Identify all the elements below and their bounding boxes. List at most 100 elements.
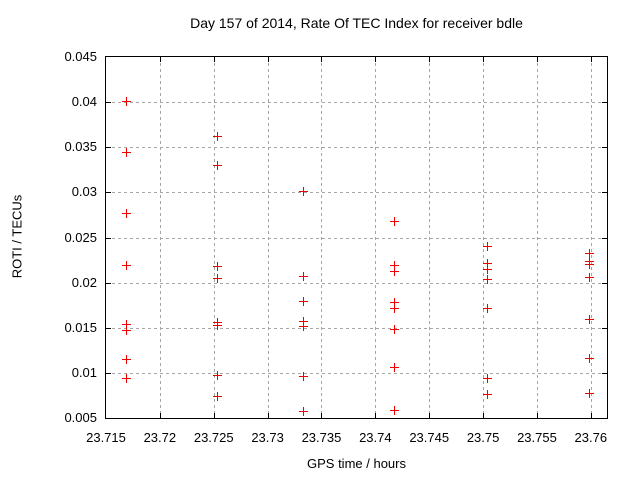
- y-gridline: [106, 147, 607, 149]
- x-tick-bottom: [267, 413, 269, 418]
- y-tick-right: [602, 192, 607, 194]
- plus-vertical-bar: [126, 261, 128, 271]
- plus-vertical-bar: [303, 272, 305, 282]
- y-gridline: [106, 372, 607, 374]
- x-tick-top: [590, 57, 592, 62]
- plus-vertical-bar: [126, 209, 128, 219]
- x-gridline: [213, 57, 215, 418]
- data-point-marker: [122, 261, 132, 271]
- data-point-marker: [122, 355, 132, 365]
- data-point-marker: [483, 303, 493, 313]
- x-gridline: [267, 57, 269, 418]
- plus-vertical-bar: [216, 131, 218, 141]
- y-tick-left: [106, 327, 111, 329]
- x-tick-label: 23.745: [409, 430, 450, 445]
- data-point-marker: [483, 265, 493, 275]
- data-point-marker: [584, 388, 594, 398]
- plus-vertical-bar: [393, 362, 395, 372]
- x-tick-label: 23.725: [193, 430, 234, 445]
- y-tick-left: [106, 372, 111, 374]
- x-tick-top: [483, 57, 485, 62]
- y-tick-label: 0.035: [64, 139, 97, 155]
- y-tick-right: [602, 237, 607, 239]
- data-point-marker: [212, 274, 222, 284]
- data-point-marker: [122, 326, 132, 336]
- plus-vertical-bar: [487, 275, 489, 284]
- y-gridline: [106, 282, 607, 284]
- plus-vertical-bar: [487, 389, 489, 399]
- x-gridline: [483, 57, 485, 418]
- data-point-marker: [299, 321, 309, 331]
- y-tick-right: [602, 282, 607, 284]
- y-gridline: [106, 327, 607, 329]
- plus-vertical-bar: [303, 296, 305, 306]
- y-tick-left: [106, 192, 111, 194]
- plus-vertical-bar: [588, 314, 590, 324]
- data-point-marker: [483, 258, 493, 268]
- y-tick-right: [602, 327, 607, 329]
- plus-vertical-bar: [303, 371, 305, 381]
- plus-vertical-bar: [216, 321, 218, 331]
- data-point-marker: [122, 320, 132, 330]
- data-point-marker: [299, 371, 309, 381]
- plus-vertical-bar: [588, 248, 590, 258]
- plus-vertical-bar: [303, 406, 305, 416]
- plus-vertical-bar: [393, 266, 395, 276]
- data-point-marker: [389, 362, 399, 372]
- data-point-marker: [122, 209, 132, 219]
- data-point-marker: [483, 374, 493, 384]
- data-point-marker: [122, 374, 132, 384]
- y-tick-label: 0.02: [71, 274, 97, 290]
- data-point-marker: [122, 147, 132, 157]
- plus-vertical-bar: [588, 388, 590, 398]
- x-tick-label: 23.72: [143, 430, 177, 445]
- plot-area: [105, 56, 608, 419]
- data-point-marker: [584, 248, 594, 258]
- x-tick-bottom: [159, 413, 161, 418]
- data-point-marker: [122, 97, 132, 107]
- plus-vertical-bar: [588, 259, 590, 269]
- data-point-marker: [212, 370, 222, 380]
- data-point-marker: [299, 317, 309, 327]
- plus-vertical-bar: [588, 354, 590, 364]
- data-point-marker: [212, 392, 222, 402]
- data-point-marker: [389, 261, 399, 271]
- x-tick-label: 23.755: [517, 430, 557, 445]
- x-tick-top: [159, 57, 161, 62]
- y-gridline: [106, 192, 607, 194]
- data-point-marker: [389, 298, 399, 308]
- data-point-marker: [389, 217, 399, 227]
- plus-vertical-bar: [126, 374, 128, 384]
- data-point-marker: [584, 273, 594, 283]
- x-tick-bottom: [375, 413, 377, 418]
- x-tick-label: 23.75: [466, 430, 500, 445]
- y-gridline: [106, 237, 607, 239]
- y-tick-label: 0.015: [64, 319, 97, 335]
- x-tick-bottom: [213, 413, 215, 418]
- x-gridline: [375, 57, 377, 418]
- y-tick-label: 0.04: [71, 94, 97, 110]
- x-tick-top: [429, 57, 431, 62]
- data-point-marker: [389, 266, 399, 276]
- plus-vertical-bar: [303, 321, 305, 331]
- data-point-marker: [299, 406, 309, 416]
- data-point-marker: [299, 296, 309, 306]
- x-gridline: [321, 57, 323, 418]
- y-tick-label: 0.045: [64, 49, 97, 64]
- plus-vertical-bar: [303, 317, 305, 327]
- x-gridline: [429, 57, 431, 418]
- data-point-marker: [483, 241, 493, 251]
- y-tick-left: [106, 282, 111, 284]
- y-tick-left: [106, 237, 111, 239]
- plus-vertical-bar: [303, 187, 305, 197]
- data-point-marker: [212, 131, 222, 141]
- y-gridline: [106, 102, 607, 104]
- x-gridline: [159, 57, 161, 418]
- plus-vertical-bar: [216, 161, 218, 171]
- x-tick-label: 23.74: [359, 430, 392, 445]
- x-tick-label: 23.735: [301, 430, 342, 445]
- chart-title: Day 157 of 2014, Rate Of TEC Index for r…: [190, 15, 523, 31]
- data-point-marker: [212, 262, 222, 272]
- plus-vertical-bar: [487, 303, 489, 313]
